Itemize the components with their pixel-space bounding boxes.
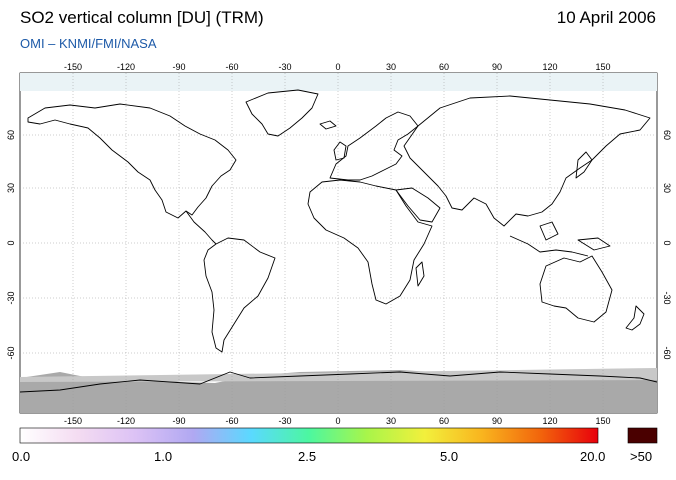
colorbar-overflow-label: >50	[630, 449, 653, 464]
map-date: 10 April 2006	[556, 8, 656, 27]
colorbar-label-1: 1.0	[154, 449, 173, 464]
lon-tick-top: -90	[172, 62, 185, 72]
coast-arabia	[395, 187, 441, 223]
southern-no-data-band	[20, 368, 657, 382]
lon-tick-top: 90	[492, 62, 502, 72]
coast-borneo	[539, 221, 559, 241]
lon-tick-top: 30	[386, 62, 396, 72]
lon-tick-bottom: 30	[386, 416, 396, 426]
lon-tick-top: -30	[278, 62, 291, 72]
lon-tick-bottom: 150	[595, 416, 610, 426]
coastlines	[20, 89, 657, 393]
arctic-noise-band	[20, 73, 657, 91]
coast-southeast-asia-islands	[509, 235, 589, 257]
data-credit: OMI – KNMI/FMI/NASA	[20, 36, 157, 51]
coast-central-america	[185, 210, 217, 245]
colorbar-label-0: 0.0	[12, 449, 31, 464]
lat-tick-left: 30	[6, 183, 16, 193]
lat-tick-right: -30	[662, 291, 672, 304]
coast-madagascar	[415, 261, 425, 287]
coast-japan	[575, 151, 593, 179]
coast-new-zealand	[625, 305, 645, 331]
longitude-labels-bottom: -150 -120 -90 -60 -30 0 30 60 90 120 150	[64, 416, 611, 426]
coast-north-america	[27, 103, 237, 219]
lon-tick-bottom: -30	[278, 416, 291, 426]
coast-south-america	[203, 237, 276, 353]
coast-british-isles	[333, 141, 347, 161]
lat-tick-right: 30	[662, 183, 672, 193]
coast-asia	[403, 95, 651, 227]
lon-tick-bottom: 120	[542, 416, 557, 426]
lon-tick-bottom: -60	[225, 416, 238, 426]
lon-tick-bottom: 90	[492, 416, 502, 426]
longitude-labels-top: -150 -120 -90 -60 -30 0 30 60 90 120 150	[64, 62, 611, 72]
lat-tick-right: 60	[662, 130, 672, 140]
lat-tick-left: 0	[6, 240, 16, 245]
lat-tick-right: -60	[662, 346, 672, 359]
lat-tick-left: -30	[6, 291, 16, 304]
coast-antarctica	[20, 371, 657, 393]
lon-tick-top: 60	[439, 62, 449, 72]
lat-tick-left: 60	[6, 130, 16, 140]
coast-iceland	[319, 120, 337, 130]
colorbar-overflow-swatch	[627, 427, 658, 444]
coast-africa	[307, 179, 433, 305]
lon-tick-top: -60	[225, 62, 238, 72]
graticule	[20, 73, 657, 413]
latitude-labels-left: 60 30 0 -30 -60	[6, 130, 16, 360]
coast-new-guinea	[577, 237, 611, 251]
lon-tick-top: 0	[335, 62, 340, 72]
lon-tick-top: -120	[117, 62, 135, 72]
lon-tick-top: 120	[542, 62, 557, 72]
colorbar-label-4: 20.0	[580, 449, 606, 464]
lon-tick-top: -150	[64, 62, 82, 72]
lat-tick-right: 0	[662, 240, 672, 245]
coast-greenland	[245, 89, 319, 137]
lon-tick-top: 150	[595, 62, 610, 72]
lon-tick-bottom: 60	[439, 416, 449, 426]
lon-tick-bottom: -150	[64, 416, 82, 426]
coast-australia	[539, 255, 613, 323]
colorbar-label-2: 2.5	[298, 449, 317, 464]
lon-tick-bottom: -90	[172, 416, 185, 426]
map-title: SO2 vertical column [DU] (TRM)	[20, 8, 264, 27]
lat-tick-left: -60	[6, 346, 16, 359]
antarctica-no-data	[20, 370, 657, 413]
lon-tick-bottom: 0	[335, 416, 340, 426]
lon-tick-bottom: -120	[117, 416, 135, 426]
colorbar-label-3: 5.0	[440, 449, 459, 464]
colorbar	[19, 427, 599, 444]
latitude-labels-right: 60 30 0 -30 -60	[662, 130, 672, 360]
